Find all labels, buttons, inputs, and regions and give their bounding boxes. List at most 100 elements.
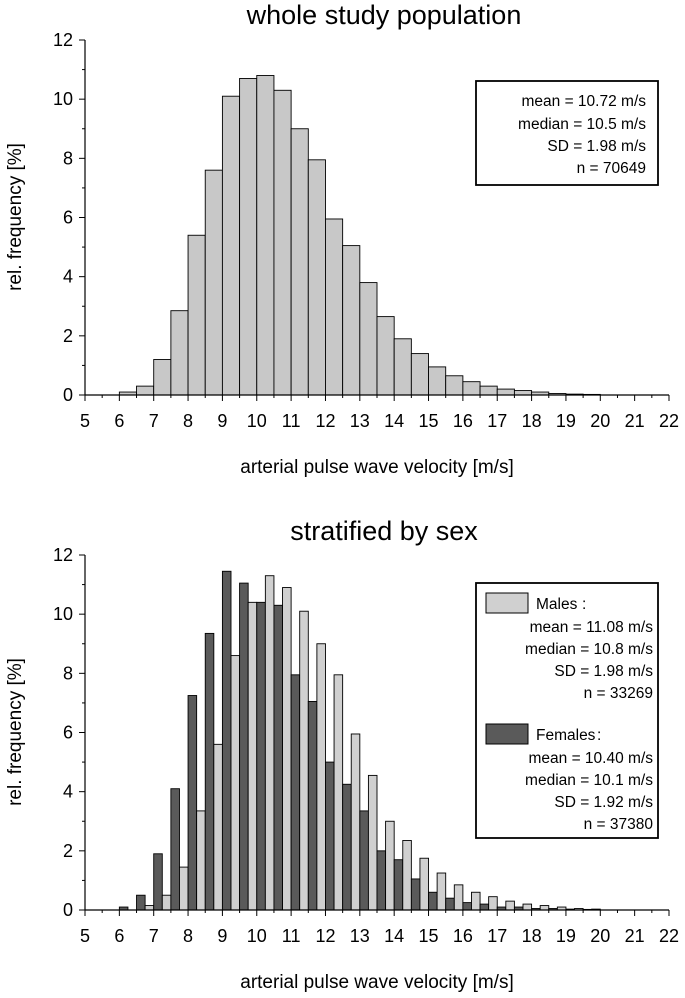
chart2-ytick-label: 10 [53, 604, 73, 624]
chart1-bar [496, 388, 515, 396]
chart1-ytick-label: 4 [63, 267, 73, 287]
chart1-bar [325, 218, 344, 396]
chart2-bar-females [153, 853, 163, 911]
chart1-stat-n: n = 70649 [577, 160, 646, 177]
chart1-xtick-label: 7 [149, 411, 159, 431]
chart2-ytick-label: 2 [63, 841, 73, 861]
chart2-bar-females [479, 903, 490, 911]
chart1-ytick-label: 12 [53, 30, 73, 50]
chart1-xtick-label: 20 [590, 411, 610, 431]
chart2-bar-females [359, 810, 369, 911]
chart2-bar-females [307, 700, 318, 911]
chart2-bar-males [161, 894, 172, 911]
chart2-bar-males [264, 575, 275, 911]
chart2-bar-males [144, 905, 155, 911]
chart2-bar-males [402, 840, 412, 911]
chart2-title: stratified by sex [290, 516, 478, 546]
chart2-bar-males [385, 820, 395, 911]
chart2-ytick-label: 12 [53, 545, 73, 565]
chart2-xtick-label: 19 [556, 926, 576, 946]
chart1-xtick-label: 9 [217, 411, 227, 431]
chart2-bar-males [282, 587, 292, 911]
chart1-ytick-label: 6 [63, 208, 73, 228]
chart1-title: whole study population [246, 0, 522, 30]
chart1-xtick-label: 18 [522, 411, 542, 431]
chart2-xtick-label: 13 [350, 926, 370, 946]
females-stat-sd: SD = 1.92 m/s [554, 794, 653, 811]
chart1-xtick-label: 15 [419, 411, 439, 431]
chart2-bar-males [367, 774, 378, 911]
chart2-bar-males [471, 891, 481, 911]
chart2-y-axis-label: rel. frequency [%] [5, 658, 26, 806]
chart1-bar [204, 169, 223, 396]
chart2-bar-females [204, 632, 215, 911]
chart1-xtick-label: 6 [114, 411, 124, 431]
chart2-bar-males [299, 610, 309, 911]
chart2-bar-males [505, 900, 515, 911]
chart2-xtick-label: 22 [659, 926, 679, 946]
chart2-bar-females [170, 788, 180, 911]
legend-label-males: Males [536, 596, 578, 613]
chart1-bar [187, 234, 206, 396]
chart2-bar-females [428, 891, 438, 911]
chart1-bar [462, 381, 481, 396]
chart2-bar-females [187, 695, 198, 911]
chart2-xtick-label: 5 [80, 926, 90, 946]
chart2-bar-females [273, 604, 283, 911]
chart1-ytick-label: 2 [63, 326, 73, 346]
chart2-bar-males [488, 896, 498, 911]
chart1-stat-sd: SD = 1.98 m/s [547, 138, 646, 155]
chart2-bar-males [213, 743, 223, 911]
males-stat-mean: mean = 11.08 m/s [530, 619, 654, 636]
chart2-bar-females [445, 897, 455, 911]
chart2-bar-males [230, 655, 241, 911]
legend-colon-males: : [582, 596, 586, 613]
chart2-ytick-label: 6 [63, 723, 73, 743]
chart2-bar-females [342, 783, 352, 911]
chart2-xtick-label: 11 [282, 926, 301, 946]
chart2-bar-females [462, 902, 472, 911]
chart1-xtick-label: 8 [183, 411, 193, 431]
chart1-bar [239, 78, 258, 396]
chart2-xtick-label: 15 [419, 926, 439, 946]
chart1-xtick-label: 21 [625, 411, 645, 431]
chart1-xtick-label: 22 [659, 411, 679, 431]
chart-stratified-by-sex: stratified by sex 0 2 4 6 8 10 12 5 6 7 8 9 10 11 12 13… [5, 516, 679, 993]
chart2-ytick-label: 0 [63, 900, 73, 920]
chart2-bar-females [239, 582, 249, 911]
chart1-xtick-label: 10 [247, 411, 267, 431]
chart2-bar-males [539, 905, 550, 911]
females-stat-mean: mean = 10.40 m/s [529, 750, 654, 767]
chart2-bar-males [350, 733, 361, 911]
chart2-bar-females [256, 601, 266, 911]
chart1-ytick-label: 10 [53, 89, 73, 109]
chart2-bar-males [333, 674, 344, 911]
chart1-ytick-label: 0 [63, 385, 73, 405]
chart1-xtick-label: 13 [350, 411, 370, 431]
chart1-bar [136, 385, 155, 396]
chart2-xtick-label: 6 [114, 926, 124, 946]
chart2-xtick-label: 21 [625, 926, 645, 946]
chart2-xtick-label: 17 [487, 926, 507, 946]
chart1-xtick-label: 12 [315, 411, 335, 431]
chart-whole-population: whole study population 0 2 4 6 8 10 12 5 6 7 8 9 10 1… [5, 0, 679, 478]
chart2-bar-females [410, 878, 421, 911]
chart2-bar-males [316, 643, 326, 911]
chart1-ytick-label: 8 [63, 148, 73, 168]
females-stat-median: median = 10.1 m/s [525, 772, 653, 789]
chart1-bar [445, 375, 464, 396]
chart2-x-axis-label: arterial pulse wave velocity [m/s] [240, 972, 514, 993]
chart2-xtick-label: 7 [149, 926, 159, 946]
chart1-bar [307, 159, 326, 396]
chart1-bar [342, 245, 361, 396]
chart1-bar [393, 338, 412, 396]
chart1-bar [170, 310, 189, 396]
chart1-bar [256, 75, 275, 396]
legend-label-females: Females [536, 727, 596, 744]
legend-swatch-males [485, 592, 529, 614]
chart2-bar-females [290, 674, 301, 911]
chart1-stats-box: mean = 10.72 m/s median = 10.5 m/s SD = … [475, 80, 659, 186]
chart1-stat-mean: mean = 10.72 m/s [522, 93, 647, 110]
chart2-bar-males [522, 903, 533, 911]
chart1-xtick-label: 16 [453, 411, 473, 431]
